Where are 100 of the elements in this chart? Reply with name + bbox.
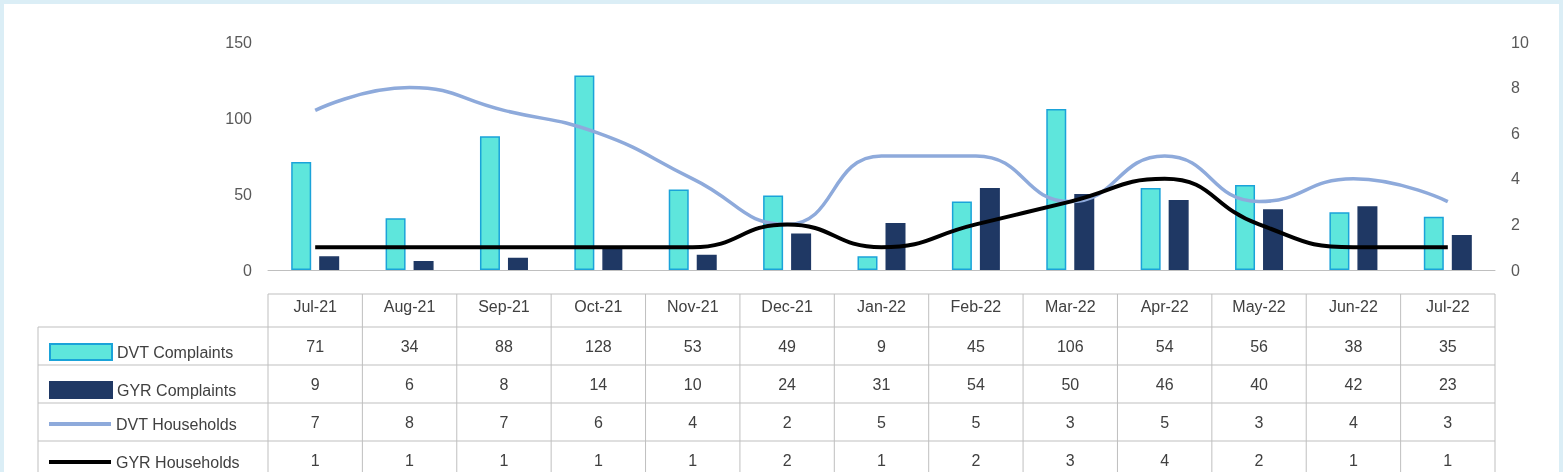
data-label: 5 — [1160, 413, 1170, 431]
data-label: 1 — [405, 451, 415, 469]
bar — [696, 254, 717, 270]
bar — [574, 75, 595, 270]
bar — [1423, 216, 1444, 270]
bar — [1263, 209, 1284, 270]
data-label: 53 — [683, 337, 702, 355]
bar — [1046, 108, 1067, 270]
data-label: 4 — [688, 413, 698, 431]
data-label: 24 — [778, 375, 797, 393]
y2-tick-label: 10 — [1511, 33, 1529, 51]
line-series — [313, 176, 1450, 250]
data-label: 34 — [400, 337, 419, 355]
data-label: 23 — [1438, 375, 1457, 393]
data-label: 9 — [877, 337, 887, 355]
legend-label: GYR Households — [116, 453, 240, 471]
data-label: 106 — [1056, 337, 1084, 355]
data-label: 35 — [1438, 337, 1457, 355]
data-label: 3 — [1065, 451, 1075, 469]
bar — [1074, 194, 1095, 270]
data-label: 49 — [778, 337, 797, 355]
data-label: 2 — [971, 451, 981, 469]
y2-tick-label: 0 — [1511, 261, 1520, 279]
data-label: 71 — [306, 337, 325, 355]
bar — [602, 248, 623, 270]
bar — [385, 218, 406, 270]
data-label: 2 — [782, 413, 792, 431]
y-tick-label: 150 — [225, 33, 253, 51]
data-label: 10 — [683, 375, 702, 393]
data-label: 4 — [1160, 451, 1170, 469]
data-label: 1 — [688, 451, 698, 469]
bar — [1357, 206, 1378, 270]
bar — [1168, 200, 1189, 270]
data-label: 5 — [971, 413, 981, 431]
data-label: 3 — [1443, 413, 1453, 431]
bar — [291, 162, 312, 270]
bar — [951, 201, 972, 270]
data-label: 6 — [593, 413, 603, 431]
data-label: 45 — [966, 337, 985, 355]
data-label: 14 — [589, 375, 608, 393]
data-label: 40 — [1250, 375, 1269, 393]
data-label: 1 — [877, 451, 887, 469]
data-label: 31 — [872, 375, 891, 393]
data-label: 3 — [1065, 413, 1075, 431]
x-tick-label: Feb-22 — [950, 297, 1002, 315]
y-tick-label: 100 — [225, 109, 253, 127]
legend-label: GYR Complaints — [117, 381, 237, 399]
data-label: 5 — [877, 413, 887, 431]
data-label: 6 — [405, 375, 415, 393]
bar — [1451, 235, 1472, 270]
data-label: 42 — [1344, 375, 1363, 393]
x-tick-label: Dec-21 — [761, 297, 814, 315]
line-series — [313, 85, 1450, 227]
bar — [668, 189, 689, 270]
data-label: 38 — [1344, 337, 1363, 355]
bar — [1329, 212, 1350, 270]
data-label: 50 — [1061, 375, 1080, 393]
bar — [319, 256, 340, 270]
data-label: 54 — [1155, 337, 1174, 355]
x-tick-label: Apr-22 — [1140, 297, 1189, 315]
legend-label: DVT Complaints — [117, 343, 234, 361]
data-label: 3 — [1254, 413, 1264, 431]
x-tick-label: Sep-21 — [478, 297, 530, 315]
x-tick-label: Jul-22 — [1426, 297, 1470, 315]
data-label: 54 — [966, 375, 985, 393]
legend-label: DVT Households — [116, 415, 237, 433]
bar — [413, 260, 434, 270]
data-label: 7 — [499, 413, 509, 431]
data-label: 1 — [499, 451, 509, 469]
bar — [507, 257, 528, 270]
y2-tick-label: 4 — [1511, 170, 1520, 188]
x-tick-label: Nov-21 — [666, 297, 719, 315]
bar — [979, 187, 1000, 270]
bar — [885, 222, 906, 270]
x-tick-label: May-22 — [1232, 297, 1286, 315]
data-label: 1 — [310, 451, 320, 469]
data-label: 56 — [1250, 337, 1269, 355]
bar — [791, 233, 812, 270]
bar — [857, 256, 878, 270]
x-tick-label: Jun-22 — [1328, 297, 1378, 315]
data-label: 128 — [584, 337, 612, 355]
data-label: 1 — [593, 451, 603, 469]
data-label: 8 — [405, 413, 415, 431]
y2-tick-label: 6 — [1511, 124, 1520, 142]
data-label: 46 — [1155, 375, 1174, 393]
data-label: 1 — [1443, 451, 1453, 469]
bar — [1235, 184, 1256, 270]
y2-tick-label: 8 — [1511, 79, 1520, 97]
x-tick-label: Mar-22 — [1044, 297, 1096, 315]
data-label: 2 — [1254, 451, 1264, 469]
y-tick-label: 50 — [234, 185, 253, 203]
y-tick-label: 0 — [243, 261, 253, 279]
data-label: 9 — [310, 375, 320, 393]
x-tick-label: Oct-21 — [574, 297, 623, 315]
x-tick-label: Aug-21 — [383, 297, 436, 315]
bar — [479, 136, 500, 270]
data-label: 1 — [1348, 451, 1358, 469]
data-label: 4 — [1348, 413, 1358, 431]
data-label: 88 — [495, 337, 513, 355]
x-tick-label: Jan-22 — [857, 297, 907, 315]
